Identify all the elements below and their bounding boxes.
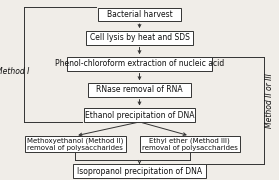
FancyBboxPatch shape — [140, 136, 240, 152]
Text: RNase removal of RNA: RNase removal of RNA — [96, 86, 183, 94]
Text: Cell lysis by heat and SDS: Cell lysis by heat and SDS — [90, 33, 189, 42]
FancyBboxPatch shape — [84, 108, 195, 122]
FancyBboxPatch shape — [67, 57, 212, 71]
Text: Ethanol precipitation of DNA: Ethanol precipitation of DNA — [85, 111, 194, 120]
Text: Isopropanol precipitation of DNA: Isopropanol precipitation of DNA — [77, 166, 202, 176]
Text: Methoxyethanol (Method II)
removal of polysaccharides: Methoxyethanol (Method II) removal of po… — [27, 137, 124, 151]
FancyBboxPatch shape — [88, 83, 191, 97]
Text: Method I: Method I — [0, 68, 29, 76]
Text: Ethyl ether (Method III)
removal of polysaccharides: Ethyl ether (Method III) removal of poly… — [142, 137, 238, 151]
FancyBboxPatch shape — [98, 8, 181, 21]
Text: Method II or III: Method II or III — [265, 73, 274, 128]
FancyBboxPatch shape — [73, 164, 206, 178]
Text: Bacterial harvest: Bacterial harvest — [107, 10, 172, 19]
FancyBboxPatch shape — [25, 136, 126, 152]
FancyBboxPatch shape — [86, 31, 193, 44]
Text: Phenol-chloroform extraction of nucleic acid: Phenol-chloroform extraction of nucleic … — [55, 59, 224, 68]
